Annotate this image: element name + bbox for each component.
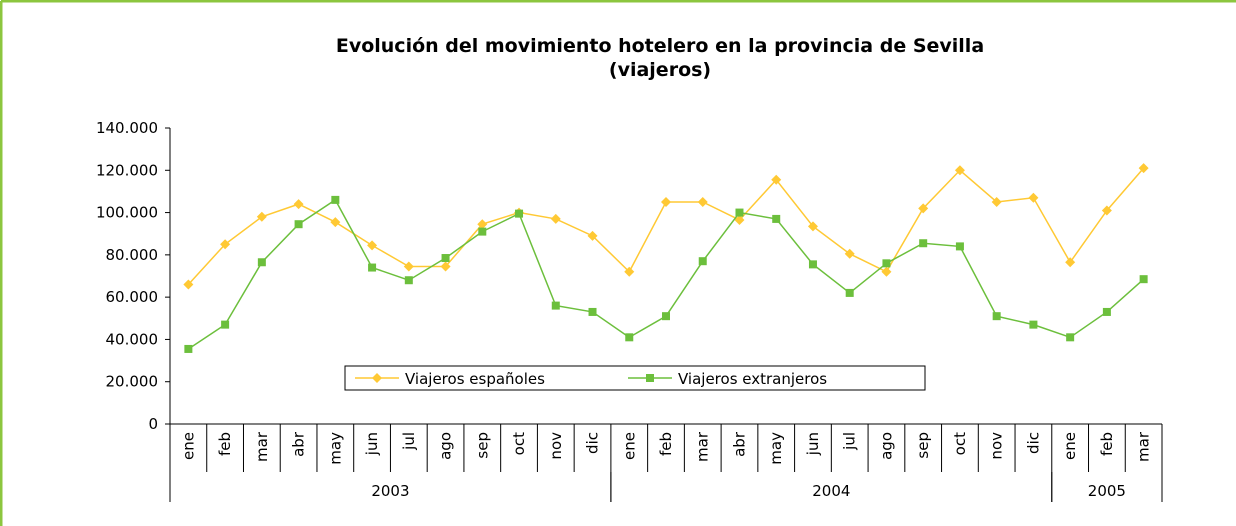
point (257, 258, 266, 267)
point (440, 261, 451, 272)
point (331, 195, 340, 204)
point (844, 248, 855, 259)
y-tick-label: 80.000 (106, 246, 159, 264)
y-tick-label: 0 (148, 415, 158, 433)
legend-marker (372, 373, 382, 383)
point (734, 214, 745, 225)
chart-title: Evolución del movimiento hotelero en la … (336, 35, 984, 57)
point (293, 199, 304, 210)
point (992, 312, 1001, 321)
point (550, 213, 561, 224)
x-tick-label: jun (804, 432, 822, 456)
point (807, 221, 818, 232)
y-tick-label: 60.000 (106, 288, 159, 306)
x-tick-label: ene (1061, 432, 1079, 460)
point (183, 279, 194, 290)
point (954, 165, 965, 176)
point (771, 174, 782, 185)
x-tick-label: feb (1098, 432, 1116, 456)
x-tick-label: feb (657, 432, 675, 456)
point (221, 320, 230, 329)
point (624, 266, 635, 277)
point (403, 261, 414, 272)
x-tick-label: jul (841, 432, 859, 451)
x-tick-label: nov (547, 432, 565, 460)
point (735, 208, 744, 217)
x-tick-label: oct (951, 432, 969, 455)
point (551, 301, 560, 310)
point (882, 259, 891, 268)
point (256, 211, 267, 222)
point (515, 209, 524, 218)
x-tick-label: ago (437, 432, 455, 460)
legend-label: Viajeros extranjeros (678, 370, 827, 388)
point (184, 344, 193, 353)
x-tick-label: may (767, 432, 785, 465)
chart-subtitle: (viajeros) (609, 59, 711, 81)
x-tick-label: ene (179, 432, 197, 460)
point (588, 307, 597, 316)
y-tick-label: 140.000 (96, 119, 158, 137)
point (808, 260, 817, 269)
point (662, 312, 670, 321)
y-tick-label: 100.000 (96, 204, 158, 222)
point (772, 214, 781, 223)
group-label: 2005 (1088, 482, 1126, 500)
point (625, 333, 634, 342)
x-tick-label: jul (400, 432, 418, 451)
point (697, 197, 708, 207)
x-tick-label: dic (584, 432, 602, 454)
point (220, 239, 231, 250)
x-tick-label: ago (877, 432, 895, 460)
point (368, 263, 377, 272)
point (477, 219, 488, 230)
x-tick-label: may (326, 432, 344, 465)
y-tick-label: 120.000 (96, 161, 158, 179)
point (955, 242, 964, 251)
point (845, 288, 854, 297)
point (919, 239, 928, 248)
x-tick-label: feb (216, 432, 234, 456)
point (294, 220, 303, 229)
x-tick-label: abr (290, 431, 308, 457)
point (698, 257, 707, 266)
legend-label: Viajeros españoles (405, 370, 545, 388)
point (991, 197, 1002, 207)
series-line (187, 167, 1145, 285)
point (1029, 320, 1038, 329)
group-label: 2004 (812, 482, 850, 500)
point (1065, 257, 1076, 268)
x-tick-label: jun (363, 432, 381, 456)
legend-marker (646, 374, 654, 382)
x-tick-label: mar (1135, 431, 1153, 462)
x-tick-label: nov (988, 432, 1006, 460)
y-tick-label: 40.000 (106, 330, 159, 348)
point (881, 266, 892, 277)
point (1028, 192, 1039, 203)
x-tick-label: ene (620, 432, 638, 460)
point (441, 254, 450, 263)
point (1139, 275, 1148, 284)
point (404, 276, 413, 285)
point (367, 240, 378, 251)
point (1101, 205, 1112, 216)
point (330, 217, 341, 228)
x-tick-label: oct (510, 432, 528, 455)
point (918, 203, 929, 214)
x-tick-label: sep (914, 432, 932, 459)
point (1102, 307, 1111, 316)
x-tick-label: dic (1024, 432, 1042, 454)
x-tick-label: mar (253, 431, 271, 462)
group-label: 2003 (371, 482, 409, 500)
point (1138, 163, 1149, 174)
y-tick-label: 20.000 (106, 373, 159, 391)
x-tick-label: sep (473, 432, 491, 459)
point (1066, 333, 1075, 342)
point (661, 197, 671, 207)
point (478, 227, 487, 236)
point (587, 230, 598, 241)
x-tick-label: mar (694, 431, 712, 462)
x-tick-label: abr (730, 431, 748, 457)
